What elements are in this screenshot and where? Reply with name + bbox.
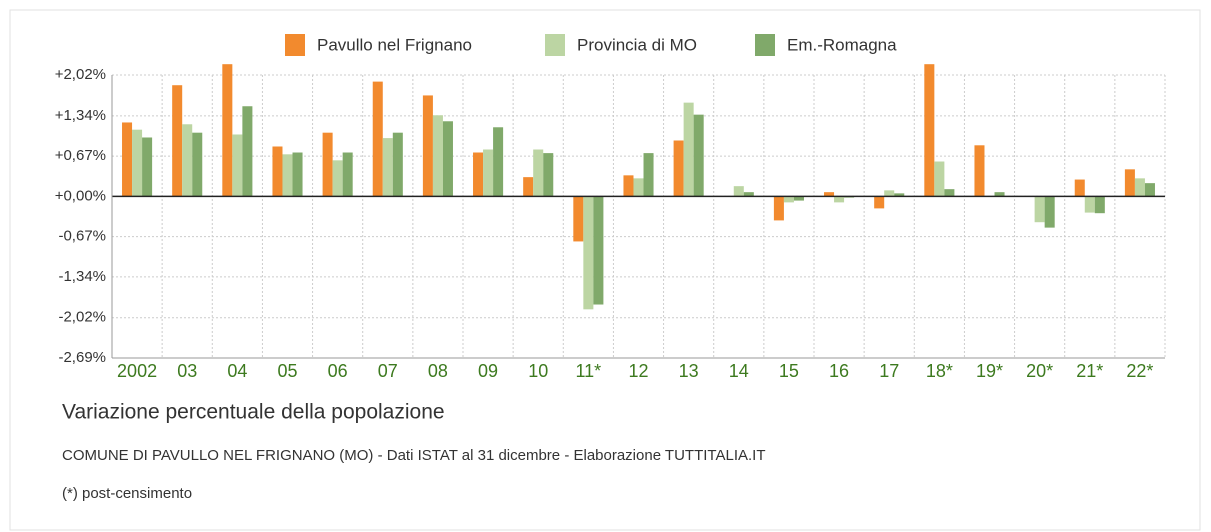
bar	[232, 134, 243, 197]
x-tick-label: 22*	[1126, 361, 1153, 381]
bar	[432, 115, 443, 197]
x-tick-label: 13	[679, 361, 699, 381]
bar	[192, 132, 203, 197]
bar	[442, 121, 453, 197]
bar	[924, 64, 935, 197]
y-tick-label: -2,02%	[58, 309, 106, 326]
bar	[683, 102, 694, 197]
bar	[282, 154, 293, 197]
y-tick-label: +1,34%	[55, 107, 106, 124]
y-tick-label: +0,00%	[55, 187, 106, 204]
bar	[122, 122, 133, 197]
bar	[693, 114, 704, 197]
bar	[142, 137, 153, 197]
bar	[382, 138, 393, 197]
x-tick-label: 21*	[1076, 361, 1103, 381]
bar	[483, 149, 494, 197]
frame	[9, 9, 1201, 531]
y-tick-label: +2,02%	[55, 66, 106, 83]
bar	[332, 160, 343, 197]
bar	[944, 189, 955, 197]
bar	[543, 153, 554, 197]
x-tick-label: 20*	[1026, 361, 1053, 381]
legend-label: Provincia di MO	[577, 35, 697, 54]
legend-swatch	[545, 34, 565, 56]
legend-label: Em.-Romagna	[787, 35, 897, 54]
bar	[1134, 178, 1145, 197]
y-tick-label: -1,34%	[58, 268, 106, 285]
bar	[573, 196, 584, 242]
bar	[1084, 196, 1095, 213]
bar	[643, 153, 654, 197]
x-tick-label: 2002	[117, 361, 157, 381]
x-tick-label: 14	[729, 361, 749, 381]
legend-swatch	[755, 34, 775, 56]
bar	[132, 129, 143, 197]
legend-swatch	[285, 34, 305, 56]
x-tick-label: 18*	[926, 361, 953, 381]
bar	[874, 196, 885, 209]
bar	[733, 186, 744, 197]
bar	[172, 85, 183, 197]
x-tick-label: 10	[528, 361, 548, 381]
x-tick-label: 12	[628, 361, 648, 381]
bar	[1094, 196, 1105, 214]
x-tick-label: 03	[177, 361, 197, 381]
bar	[994, 192, 1005, 197]
bar	[1144, 183, 1155, 197]
bar	[974, 145, 985, 197]
bar	[673, 140, 684, 197]
y-tick-label: -2,69%	[58, 349, 106, 366]
bar	[1044, 196, 1055, 228]
bar	[322, 132, 333, 197]
chart-subtitle: COMUNE DI PAVULLO NEL FRIGNANO (MO) - Da…	[62, 447, 766, 464]
bar	[182, 124, 193, 197]
chart-title: Variazione percentuale della popolazione	[62, 401, 445, 424]
x-tick-label: 16	[829, 361, 849, 381]
bar	[392, 132, 403, 197]
bar	[493, 127, 504, 197]
bar	[473, 152, 484, 197]
bar	[593, 196, 604, 305]
x-tick-label: 19*	[976, 361, 1003, 381]
bar	[793, 196, 804, 201]
x-tick-label: 05	[277, 361, 297, 381]
bar	[242, 106, 253, 197]
bar	[533, 149, 544, 197]
legend-label: Pavullo nel Frignano	[317, 35, 472, 54]
bar	[523, 177, 534, 197]
bar	[834, 196, 845, 203]
bar	[884, 190, 895, 197]
bar	[272, 146, 283, 197]
y-tick-label: +0,67%	[55, 147, 106, 164]
bar	[743, 192, 754, 197]
bar	[1034, 196, 1045, 223]
bar	[583, 196, 594, 310]
x-tick-label: 11*	[576, 361, 602, 381]
bar	[222, 64, 233, 197]
x-tick-label: 09	[478, 361, 498, 381]
bar	[783, 196, 794, 203]
bar	[292, 152, 303, 197]
x-tick-label: 06	[328, 361, 348, 381]
x-tick-label: 08	[428, 361, 448, 381]
bar	[773, 196, 784, 221]
x-tick-label: 07	[378, 361, 398, 381]
chart-note: (*) post-censimento	[62, 485, 192, 502]
bar	[934, 161, 945, 197]
bar	[1074, 179, 1085, 197]
bar	[894, 193, 905, 197]
bar	[824, 192, 835, 197]
bar	[623, 175, 634, 197]
bar	[422, 95, 433, 197]
bar	[633, 178, 644, 197]
bar	[342, 152, 353, 197]
x-tick-label: 15	[779, 361, 799, 381]
bar	[1124, 169, 1135, 197]
y-tick-label: -0,67%	[58, 228, 106, 245]
x-tick-label: 17	[879, 361, 899, 381]
x-tick-label: 04	[227, 361, 247, 381]
bar	[372, 81, 383, 197]
